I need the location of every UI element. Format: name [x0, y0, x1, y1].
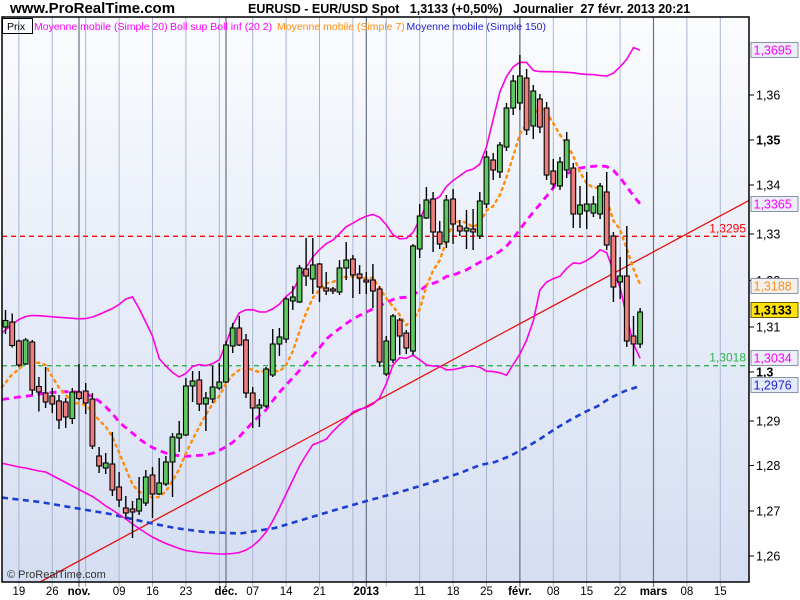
svg-text:Prix: Prix: [7, 21, 26, 33]
svg-text:© ProRealTime.com: © ProRealTime.com: [7, 569, 106, 581]
svg-text:15: 15: [714, 586, 727, 598]
svg-text:1,3188: 1,3188: [754, 280, 792, 294]
svg-text:21: 21: [313, 586, 326, 598]
svg-text:23: 23: [180, 586, 193, 598]
svg-text:Boll sup Boll inf (20 2): Boll sup Boll inf (20 2): [170, 21, 272, 33]
svg-text:08: 08: [681, 586, 694, 598]
svg-text:mars: mars: [640, 586, 668, 598]
svg-text:19: 19: [13, 586, 26, 598]
svg-text:1,31: 1,31: [756, 321, 780, 335]
svg-text:07: 07: [246, 586, 259, 598]
svg-text:1,36: 1,36: [756, 89, 780, 103]
svg-text:1,3: 1,3: [756, 366, 773, 380]
svg-text:Moyenne mobile (Simple 20): Moyenne mobile (Simple 20): [34, 21, 168, 33]
svg-text:14: 14: [280, 586, 293, 598]
svg-text:1,2976: 1,2976: [754, 379, 792, 393]
svg-text:25: 25: [480, 586, 493, 598]
svg-text:1,3018: 1,3018: [709, 351, 746, 365]
svg-text:1,3365: 1,3365: [754, 198, 792, 212]
svg-text:1,3295: 1,3295: [709, 222, 746, 236]
svg-text:15: 15: [580, 586, 593, 598]
svg-text:26: 26: [46, 586, 59, 598]
svg-text:EURUSD - EUR/USD Spot 1,3133: EURUSD - EUR/USD Spot 1,3133 (+0,50%) Jo…: [248, 2, 690, 16]
svg-text:1,3133: 1,3133: [754, 304, 792, 318]
svg-text:18: 18: [447, 586, 460, 598]
svg-text:2013: 2013: [354, 586, 380, 598]
svg-text:1,29: 1,29: [756, 415, 780, 429]
svg-text:Moyenne mobile (Simple 150): Moyenne mobile (Simple 150): [407, 21, 546, 33]
svg-text:1,3695: 1,3695: [754, 44, 792, 58]
svg-text:1,28: 1,28: [756, 459, 780, 473]
svg-text:1,27: 1,27: [756, 505, 780, 519]
svg-text:1,33: 1,33: [756, 228, 780, 242]
svg-text:www.ProRealTime.com: www.ProRealTime.com: [9, 0, 175, 17]
svg-text:08: 08: [547, 586, 560, 598]
svg-text:1,34: 1,34: [756, 179, 780, 193]
svg-text:16: 16: [146, 586, 159, 598]
svg-text:nov.: nov.: [68, 586, 91, 598]
svg-text:09: 09: [113, 586, 126, 598]
svg-text:22: 22: [614, 586, 627, 598]
svg-text:déc.: déc.: [214, 586, 237, 598]
svg-text:11: 11: [414, 586, 426, 598]
svg-text:1,35: 1,35: [756, 134, 780, 148]
svg-text:1,3034: 1,3034: [754, 352, 792, 366]
svg-text:Moyenne mobile (Simple 7): Moyenne mobile (Simple 7): [277, 21, 405, 33]
svg-text:févr.: févr.: [508, 586, 532, 598]
svg-text:1,26: 1,26: [756, 550, 780, 564]
